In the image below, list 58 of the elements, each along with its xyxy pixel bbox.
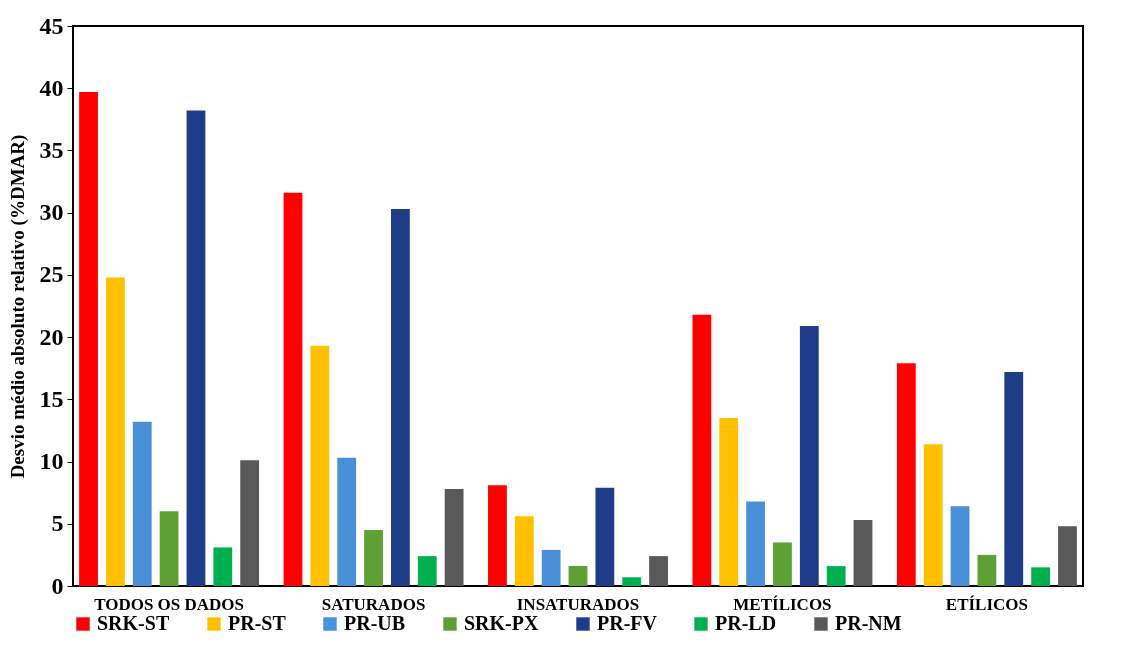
legend-label: SRK-ST bbox=[97, 612, 170, 634]
bar bbox=[132, 421, 152, 586]
bar bbox=[799, 325, 819, 586]
bar bbox=[853, 520, 873, 586]
legend-label: PR-LD bbox=[715, 612, 777, 634]
bar bbox=[773, 542, 792, 586]
bar bbox=[622, 577, 642, 586]
bar bbox=[568, 566, 588, 586]
x-tick-label: ETÍLICOS bbox=[945, 594, 1029, 614]
x-tick-label: TODOS OS DADOS bbox=[94, 594, 245, 614]
bar bbox=[746, 501, 765, 586]
x-tick-label: SATURADOS bbox=[321, 594, 426, 614]
bar bbox=[391, 208, 410, 586]
bar bbox=[923, 444, 943, 586]
bar bbox=[1004, 371, 1024, 586]
bar bbox=[541, 549, 561, 586]
y-axis-title: Desvio médio absoluto relativo (%DMAR) bbox=[6, 134, 29, 479]
bar bbox=[719, 418, 739, 586]
bar bbox=[514, 516, 534, 586]
bar bbox=[310, 345, 330, 586]
legend-label: SRK-PX bbox=[464, 612, 539, 634]
y-tick-label: 45 bbox=[39, 12, 64, 39]
bar bbox=[105, 277, 125, 586]
y-tick-label: 0 bbox=[51, 572, 64, 599]
bar bbox=[950, 506, 970, 586]
legend-label: PR-ST bbox=[228, 612, 287, 634]
bar bbox=[1058, 526, 1077, 586]
bar bbox=[240, 460, 260, 586]
bar bbox=[337, 457, 357, 586]
x-tick-label: INSATURADOS bbox=[516, 594, 640, 614]
y-tick-label: 25 bbox=[39, 261, 64, 288]
bar bbox=[213, 547, 233, 586]
bar bbox=[283, 192, 303, 586]
bar bbox=[977, 554, 997, 586]
y-tick-label: 35 bbox=[39, 136, 64, 163]
bar bbox=[826, 566, 846, 586]
bar bbox=[364, 530, 383, 586]
bar bbox=[692, 314, 712, 586]
bar bbox=[159, 511, 179, 586]
y-tick-label: 15 bbox=[39, 385, 64, 412]
bar bbox=[417, 556, 437, 586]
y-tick-label: 5 bbox=[51, 510, 64, 537]
legend-label: PR-NM bbox=[835, 612, 902, 634]
y-tick-label: 10 bbox=[39, 448, 64, 475]
bar bbox=[896, 363, 916, 586]
y-tick-label: 30 bbox=[39, 199, 64, 226]
x-tick-label: METÍLICOS bbox=[733, 594, 832, 614]
legend-label: PR-FV bbox=[597, 612, 658, 634]
bar bbox=[595, 487, 615, 586]
bar bbox=[444, 488, 464, 586]
y-tick-label: 20 bbox=[39, 323, 64, 350]
bar bbox=[79, 91, 98, 586]
bar bbox=[186, 110, 206, 586]
bar bbox=[488, 485, 507, 586]
bar bbox=[649, 556, 668, 586]
y-tick-label: 40 bbox=[39, 74, 64, 101]
bar bbox=[1031, 567, 1051, 586]
legend-label: PR-UB bbox=[344, 612, 406, 634]
